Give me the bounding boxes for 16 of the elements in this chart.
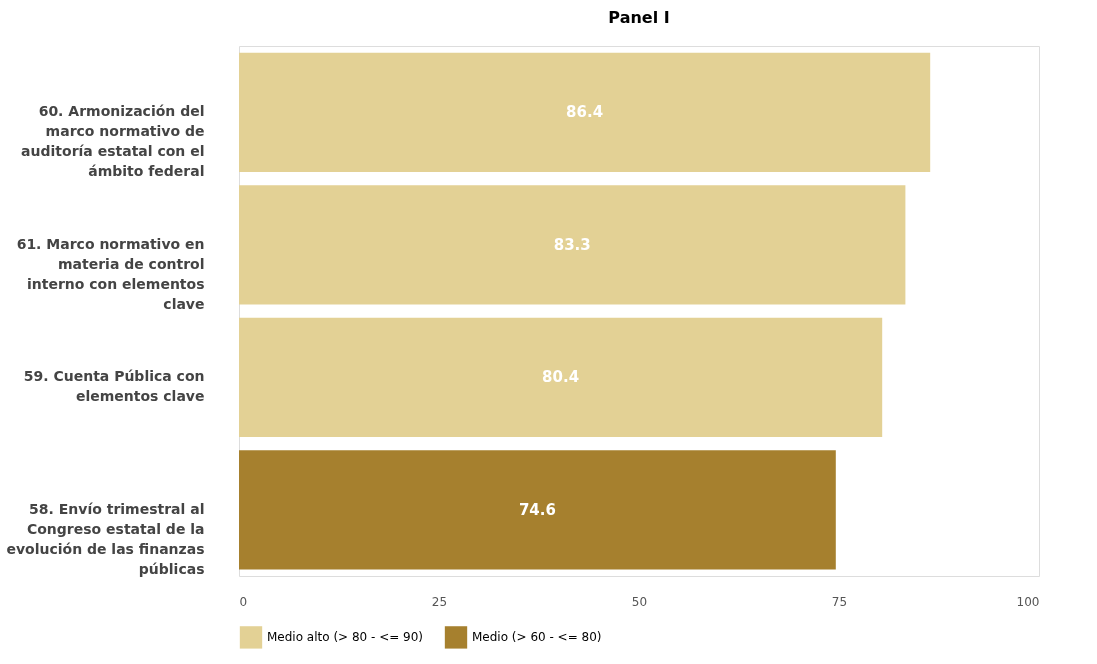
data-label: 86.4 [566, 103, 604, 122]
x-tick-label: 75 [831, 594, 848, 609]
y-tick-label: 59. Cuenta Pública con elementos clave [23, 368, 205, 405]
x-tick-label: 100 [1016, 594, 1040, 609]
data-label: 74.6 [518, 500, 556, 519]
data-label: 80.4 [542, 368, 580, 387]
y-tick-label: 60. Armonización del marco normativo de auditoría estatal con el ámbito federal [21, 103, 205, 180]
y-tick-label: 58. Envío trimestral al Congreso estatal de la evolución de las finanzas públicas [6, 500, 205, 577]
data-label: 83.3 [553, 235, 591, 254]
legend-label: Medio alto (> 80 - <= 90) [267, 630, 424, 645]
chart-title: Panel I [608, 8, 670, 27]
x-tick-label: 25 [431, 594, 448, 609]
y-tick-label: 61. Marco normativo en materia de control interno con elementos clave [16, 235, 205, 312]
x-tick-label: 0 [239, 594, 248, 609]
legend-label: Medio (> 60 - <= 80) [472, 630, 602, 645]
x-tick-label: 50 [631, 594, 648, 609]
